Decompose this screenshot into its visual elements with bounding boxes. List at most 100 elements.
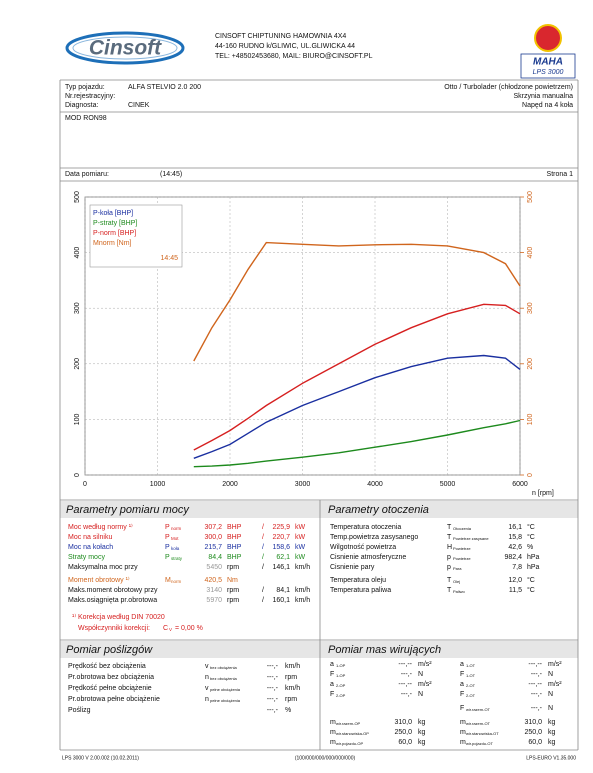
x-tick-label: 2000 (222, 481, 238, 488)
unit: Nm (227, 577, 238, 584)
vehicle-info: Napęd na 4 koła (522, 102, 573, 109)
separator: / (262, 564, 264, 571)
unit: rpm (227, 587, 239, 594)
value: 42,6 (508, 544, 522, 551)
legend-entry: P-norm [BHP] (93, 230, 136, 237)
symbol-sub: Powietrze (453, 546, 471, 551)
badge-box (520, 53, 576, 79)
field-label: Typ pojazdu: (65, 84, 105, 91)
field-value: ALFA STELVIO 2.0 200 (128, 84, 201, 91)
value: 307,2 (204, 524, 222, 531)
field-label: Diagnosta: (65, 102, 99, 109)
y-tick-label: 300 (74, 302, 81, 314)
symbol: a (330, 681, 334, 688)
unit: kg (418, 719, 426, 726)
unit: °C (527, 523, 535, 531)
unit: kg (418, 729, 426, 736)
row-label: Temperatura oleju (330, 577, 386, 584)
value: 220,7 (272, 534, 290, 541)
unit: rpm (227, 597, 239, 604)
row-label: Moc według normy ¹⁾ (68, 523, 133, 531)
symbol-sub: norm (171, 579, 182, 584)
value: 15,8 (508, 534, 522, 541)
logo-swoosh (65, 31, 185, 65)
row-label: Maks.osiągnięta pr.obrotowa (68, 597, 157, 604)
symbol: T (447, 577, 452, 584)
symbol: M (165, 577, 171, 584)
value: 310,0 (394, 719, 412, 726)
symbol: T (447, 534, 452, 541)
symbol-sub: wir.stanowiska-OP (336, 731, 369, 736)
value: ---,- (267, 707, 279, 714)
unit: rpm (285, 696, 297, 703)
page-number: Strona 1 (547, 171, 574, 178)
unit: kg (548, 739, 556, 746)
unit: m/s² (418, 661, 432, 668)
symbol-sub: koła (171, 546, 180, 551)
section-title: Parametry pomiaru mocy (66, 504, 190, 516)
symbol: C (163, 625, 168, 632)
symbol-sub: straty (171, 556, 183, 561)
field-label: Nr.rejestracyjny: (65, 93, 115, 100)
value: 310,0 (524, 719, 542, 726)
symbol-sub: Powietrze (453, 556, 471, 561)
symbol: m (460, 719, 466, 726)
symbol-sub: Otoczenia (453, 526, 472, 531)
symbol-sub: bez obciążenia (210, 676, 237, 681)
y-tick-label: 500 (74, 191, 81, 203)
value: 982,4 (504, 554, 522, 561)
unit: km/h (285, 663, 300, 670)
y2-tick-label: 0 (527, 473, 534, 477)
x-tick-label: 1000 (150, 481, 166, 488)
x-tick-label: 5000 (440, 481, 456, 488)
value: = 0,00 % (175, 625, 203, 632)
unit: BHP (227, 524, 242, 531)
value: ---,-- (398, 681, 412, 688)
value: ---,- (531, 671, 543, 678)
footer-text: LPS 3000 V 2.00.002 (10.02.2011) (62, 755, 139, 761)
symbol: p (447, 564, 451, 571)
vehicle-info: Otto / Turbolader (chłodzone powietrzem) (444, 84, 573, 91)
value: 158,6 (272, 544, 290, 551)
y-tick-label: 200 (74, 358, 81, 370)
row-label: Moc na kołach (68, 544, 113, 551)
series-line (193, 354, 521, 459)
section-band (60, 641, 578, 658)
row-label: Temperatura paliwa (330, 587, 391, 594)
unit: hPa (527, 554, 540, 561)
value: 7,8 (512, 564, 522, 571)
value: 215,7 (204, 544, 222, 551)
unit: kW (295, 544, 306, 551)
value: ---,- (267, 674, 279, 681)
row-label: Moment obrotowy ¹⁾ (68, 576, 130, 584)
symbol: p (447, 554, 451, 561)
unit: °C (527, 586, 535, 594)
unit: BHP (227, 534, 242, 541)
value: ---,- (401, 691, 413, 698)
value: ---,- (531, 691, 543, 698)
value: ---,-- (528, 661, 542, 668)
section-title: Pomiar mas wirujących (328, 644, 441, 656)
symbol-sub: wir.razem-OT (466, 721, 491, 726)
footer-text: LPS-EURO V1.35.000 (526, 755, 576, 761)
y-tick-label: 100 (74, 413, 81, 425)
value: 60,0 (398, 739, 412, 746)
series-line (193, 241, 521, 362)
unit: kg (548, 719, 556, 726)
separator: / (262, 587, 264, 594)
separator: / (262, 597, 264, 604)
symbol-sub: Powietrze zasysane (453, 536, 489, 541)
value: 11,5 (509, 587, 522, 594)
symbol: v (205, 663, 209, 670)
value: 300,0 (204, 534, 222, 541)
unit: kW (295, 524, 306, 531)
symbol: T (447, 524, 452, 531)
row-label: Maksymalna moc przy (68, 564, 138, 571)
unit: rpm (227, 564, 239, 571)
badge-model: LPS 3000 (533, 69, 564, 76)
separator: / (262, 534, 264, 541)
y-tick-label: 0 (74, 473, 81, 477)
symbol: T (447, 587, 452, 594)
